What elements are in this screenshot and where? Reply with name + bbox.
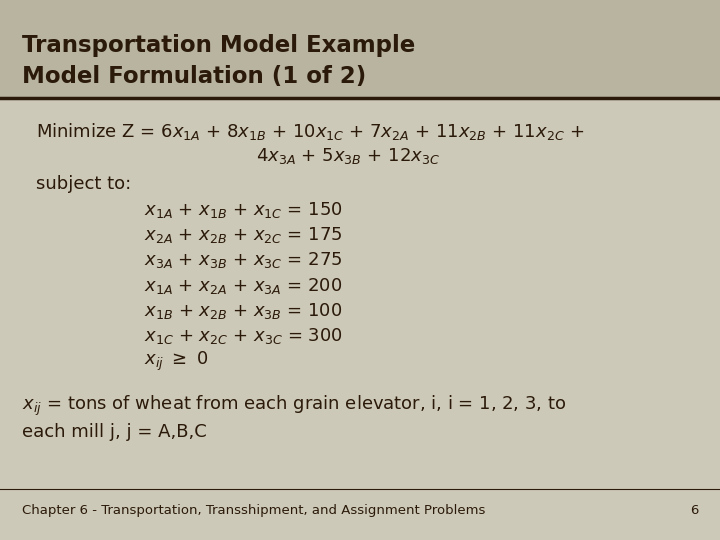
Text: Chapter 6 - Transportation, Transshipment, and Assignment Problems: Chapter 6 - Transportation, Transshipmen… [22, 504, 485, 517]
Text: $x_{3A}$ + $x_{3B}$ + $x_{3C}$ = 275: $x_{3A}$ + $x_{3B}$ + $x_{3C}$ = 275 [144, 250, 343, 271]
Text: $x_{1A}$ + $x_{2A}$ + $x_{3A}$ = 200: $x_{1A}$ + $x_{2A}$ + $x_{3A}$ = 200 [144, 275, 343, 296]
Text: $x_{1B}$ + $x_{2B}$ + $x_{3B}$ = 100: $x_{1B}$ + $x_{2B}$ + $x_{3B}$ = 100 [144, 301, 343, 321]
Text: $x_{1C}$ + $x_{2C}$ + $x_{3C}$ = 300: $x_{1C}$ + $x_{2C}$ + $x_{3C}$ = 300 [144, 326, 343, 347]
Text: Transportation Model Example: Transportation Model Example [22, 35, 415, 57]
Bar [0, 0, 720, 98]
Text: $4x_{3A}$ + $5x_{3B}$ + $12x_{3C}$: $4x_{3A}$ + $5x_{3B}$ + $12x_{3C}$ [256, 145, 439, 166]
Text: subject to:: subject to: [36, 174, 131, 193]
Text: $x_{1A}$ + $x_{1B}$ + $x_{1C}$ = 150: $x_{1A}$ + $x_{1B}$ + $x_{1C}$ = 150 [144, 199, 343, 220]
Text: each mill j, j = A,B,C: each mill j, j = A,B,C [22, 423, 207, 441]
Text: Minimize Z = $6x_{1A}$ + $8x_{1B}$ + $10x_{1C}$ + $7x_{2A}$ + $11x_{2B}$ + $11x_: Minimize Z = $6x_{1A}$ + $8x_{1B}$ + $10… [36, 121, 584, 141]
Text: Model Formulation (1 of 2): Model Formulation (1 of 2) [22, 65, 366, 88]
Text: $x_{ij}$ $\geq$ 0: $x_{ij}$ $\geq$ 0 [144, 350, 208, 373]
Text: $x_{2A}$ + $x_{2B}$ + $x_{2C}$ = 175: $x_{2A}$ + $x_{2B}$ + $x_{2C}$ = 175 [144, 225, 343, 245]
Text: $x_{ij}$ = tons of wheat from each grain elevator, i, i = 1, 2, 3, to: $x_{ij}$ = tons of wheat from each grain… [22, 394, 566, 418]
Text: 6: 6 [690, 504, 698, 517]
